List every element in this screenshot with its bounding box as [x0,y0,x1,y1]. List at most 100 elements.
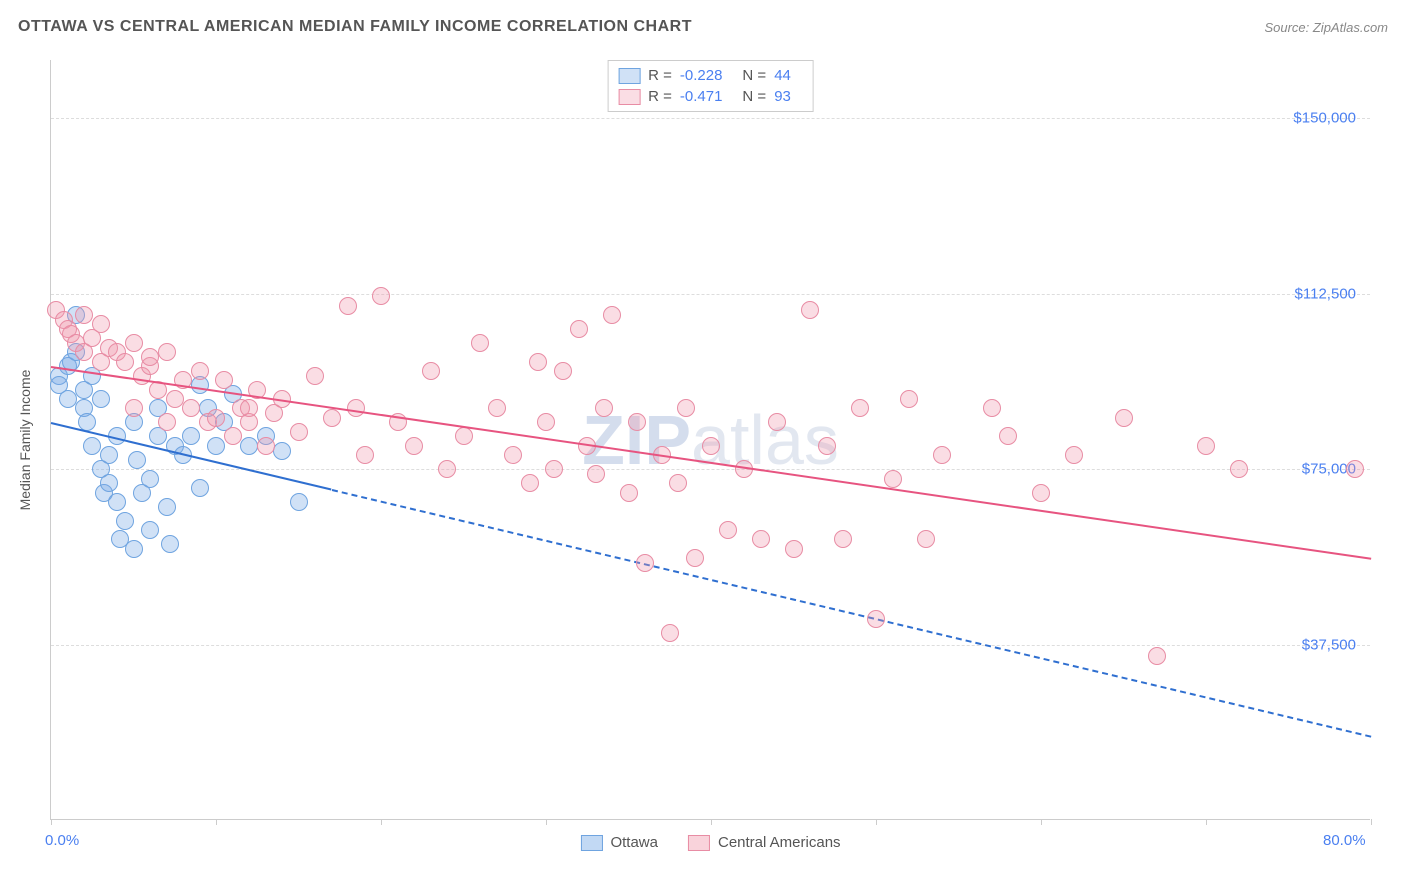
scatter-point [669,474,687,492]
scatter-point [59,390,77,408]
scatter-point [752,530,770,548]
scatter-point [372,287,390,305]
scatter-point [273,442,291,460]
scatter-point [595,399,613,417]
scatter-point [141,470,159,488]
scatter-point [323,409,341,427]
scatter-point [603,306,621,324]
x-tick [51,819,52,825]
scatter-point [339,297,357,315]
scatter-point [240,399,258,417]
x-tick [876,819,877,825]
scatter-point [999,427,1017,445]
scatter-point [488,399,506,417]
scatter-point [422,362,440,380]
scatter-point [182,399,200,417]
scatter-point [158,343,176,361]
scatter-point [529,353,547,371]
scatter-point [661,624,679,642]
plot-area: Median Family Income ZIPatlas R = -0.228… [50,60,1370,820]
scatter-point [166,390,184,408]
scatter-point [455,427,473,445]
scatter-point [620,484,638,502]
scatter-point [215,371,233,389]
scatter-point [702,437,720,455]
scatter-point [191,362,209,380]
x-tick [546,819,547,825]
scatter-point [1115,409,1133,427]
scatter-point [1346,460,1364,478]
header: OTTAWA VS CENTRAL AMERICAN MEDIAN FAMILY… [18,18,1388,36]
scatter-point [100,446,118,464]
scatter-point [1230,460,1248,478]
x-tick-label: 0.0% [45,832,79,849]
x-tick [711,819,712,825]
n-value-central: 93 [774,88,791,105]
legend-item-ottawa: Ottawa [580,834,658,851]
scatter-point [306,367,324,385]
scatter-point [554,362,572,380]
scatter-point [686,549,704,567]
r-value-central: -0.471 [680,88,723,105]
bottom-legend: Ottawa Central Americans [580,834,840,851]
scatter-point [161,535,179,553]
scatter-point [75,306,93,324]
chart-title: OTTAWA VS CENTRAL AMERICAN MEDIAN FAMILY… [18,18,692,36]
stats-box: R = -0.228 N = 44 R = -0.471 N = 93 [607,60,814,112]
scatter-point [240,437,258,455]
legend-swatch-central [688,835,710,851]
scatter-point [356,446,374,464]
scatter-point [207,409,225,427]
scatter-point [983,399,1001,417]
scatter-point [290,493,308,511]
n-label: N = [742,67,766,84]
y-tick-label: $150,000 [1293,110,1356,127]
scatter-point [801,301,819,319]
x-tick [1041,819,1042,825]
stats-row-central: R = -0.471 N = 93 [618,86,803,107]
scatter-point [182,427,200,445]
scatter-point [545,460,563,478]
scatter-point [636,554,654,572]
scatter-point [207,437,225,455]
y-tick-label: $112,500 [1295,285,1356,302]
source-label: Source: ZipAtlas.com [1264,20,1388,35]
scatter-point [521,474,539,492]
scatter-point [116,353,134,371]
scatter-point [158,413,176,431]
x-tick [1371,819,1372,825]
scatter-point [125,399,143,417]
scatter-point [191,479,209,497]
scatter-point [719,521,737,539]
scatter-point [768,413,786,431]
r-label: R = [648,88,672,105]
scatter-point [125,334,143,352]
scatter-point [1032,484,1050,502]
trend-line-solid [51,366,1371,560]
scatter-point [141,521,159,539]
r-value-ottawa: -0.228 [680,67,723,84]
legend-item-central: Central Americans [688,834,841,851]
trend-line-dashed [331,489,1371,738]
legend-label-central: Central Americans [718,834,841,851]
r-label: R = [648,67,672,84]
scatter-point [141,348,159,366]
scatter-point [128,451,146,469]
scatter-point [158,498,176,516]
scatter-point [224,427,242,445]
legend-swatch-ottawa [580,835,602,851]
scatter-point [92,390,110,408]
scatter-point [851,399,869,417]
scatter-point [83,437,101,455]
swatch-ottawa [618,68,640,84]
scatter-point [471,334,489,352]
scatter-point [933,446,951,464]
chart-container: OTTAWA VS CENTRAL AMERICAN MEDIAN FAMILY… [0,0,1406,892]
scatter-point [900,390,918,408]
scatter-point [677,399,695,417]
scatter-point [92,315,110,333]
scatter-point [108,493,126,511]
grid-line [51,645,1370,646]
scatter-point [116,512,134,530]
scatter-point [1148,647,1166,665]
